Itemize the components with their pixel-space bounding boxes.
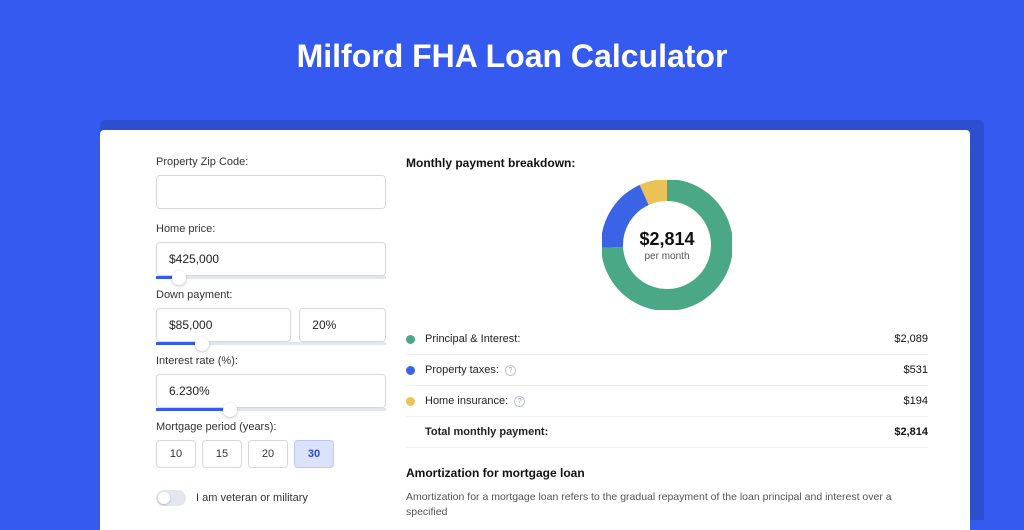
zip-input[interactable] bbox=[156, 175, 386, 209]
donut-sub: per month bbox=[644, 251, 689, 262]
info-icon[interactable]: ? bbox=[505, 365, 516, 376]
donut-center: $2,814 per month bbox=[602, 180, 732, 310]
legend-total-value: $2,814 bbox=[894, 426, 928, 438]
slider-thumb[interactable] bbox=[223, 403, 237, 417]
legend-dot bbox=[406, 335, 415, 344]
calculator-card: Property Zip Code: Home price: Down paym… bbox=[100, 130, 970, 530]
mortgage-period-options: 10152030 bbox=[156, 440, 386, 468]
period-option-20[interactable]: 20 bbox=[248, 440, 288, 468]
interest-rate-label: Interest rate (%): bbox=[156, 355, 386, 367]
interest-rate-field: Interest rate (%): bbox=[156, 355, 386, 411]
page-title: Milford FHA Loan Calculator bbox=[0, 0, 1024, 97]
payment-donut-chart: $2,814 per month bbox=[602, 180, 732, 310]
veteran-row: I am veteran or military bbox=[156, 490, 386, 506]
interest-rate-slider[interactable] bbox=[156, 408, 386, 411]
down-payment-label: Down payment: bbox=[156, 289, 386, 301]
slider-thumb[interactable] bbox=[172, 271, 186, 285]
mortgage-period-label: Mortgage period (years): bbox=[156, 421, 386, 433]
zip-field: Property Zip Code: bbox=[156, 156, 386, 209]
down-payment-slider[interactable] bbox=[156, 342, 386, 345]
amortization-section: Amortization for mortgage loan Amortizat… bbox=[406, 466, 928, 520]
period-option-10[interactable]: 10 bbox=[156, 440, 196, 468]
legend-dot bbox=[406, 366, 415, 375]
legend-value: $2,089 bbox=[894, 333, 928, 345]
donut-wrap: $2,814 per month bbox=[406, 180, 928, 310]
home-price-field: Home price: bbox=[156, 223, 386, 279]
amortization-text: Amortization for a mortgage loan refers … bbox=[406, 490, 928, 520]
interest-rate-input[interactable] bbox=[156, 374, 386, 408]
slider-fill bbox=[156, 408, 230, 411]
info-icon[interactable]: ? bbox=[514, 396, 525, 407]
veteran-label: I am veteran or military bbox=[196, 492, 308, 504]
down-payment-percent-input[interactable] bbox=[299, 308, 386, 342]
toggle-knob bbox=[158, 492, 170, 504]
slider-thumb[interactable] bbox=[195, 337, 209, 351]
legend-value: $194 bbox=[904, 395, 928, 407]
legend: Principal & Interest:$2,089Property taxe… bbox=[406, 324, 928, 448]
donut-amount: $2,814 bbox=[639, 229, 694, 250]
legend-row: Property taxes:?$531 bbox=[406, 355, 928, 386]
amortization-title: Amortization for mortgage loan bbox=[406, 466, 928, 480]
zip-label: Property Zip Code: bbox=[156, 156, 386, 168]
legend-value: $531 bbox=[904, 364, 928, 376]
form-panel: Property Zip Code: Home price: Down paym… bbox=[100, 130, 400, 530]
home-price-input[interactable] bbox=[156, 242, 386, 276]
home-price-slider[interactable] bbox=[156, 276, 386, 279]
legend-total-row: Total monthly payment:$2,814 bbox=[406, 417, 928, 448]
legend-total-label: Total monthly payment: bbox=[425, 426, 894, 438]
breakdown-title: Monthly payment breakdown: bbox=[406, 156, 928, 170]
legend-dot bbox=[406, 397, 415, 406]
legend-row: Home insurance:?$194 bbox=[406, 386, 928, 417]
mortgage-period-field: Mortgage period (years): 10152030 bbox=[156, 421, 386, 468]
legend-label: Home insurance:? bbox=[425, 395, 904, 407]
home-price-label: Home price: bbox=[156, 223, 386, 235]
down-payment-field: Down payment: bbox=[156, 289, 386, 345]
period-option-30[interactable]: 30 bbox=[294, 440, 334, 468]
legend-row: Principal & Interest:$2,089 bbox=[406, 324, 928, 355]
legend-label: Property taxes:? bbox=[425, 364, 904, 376]
legend-label: Principal & Interest: bbox=[425, 333, 894, 345]
period-option-15[interactable]: 15 bbox=[202, 440, 242, 468]
veteran-toggle[interactable] bbox=[156, 490, 186, 506]
down-payment-amount-input[interactable] bbox=[156, 308, 291, 342]
breakdown-panel: Monthly payment breakdown: $2,814 per mo… bbox=[400, 130, 970, 530]
